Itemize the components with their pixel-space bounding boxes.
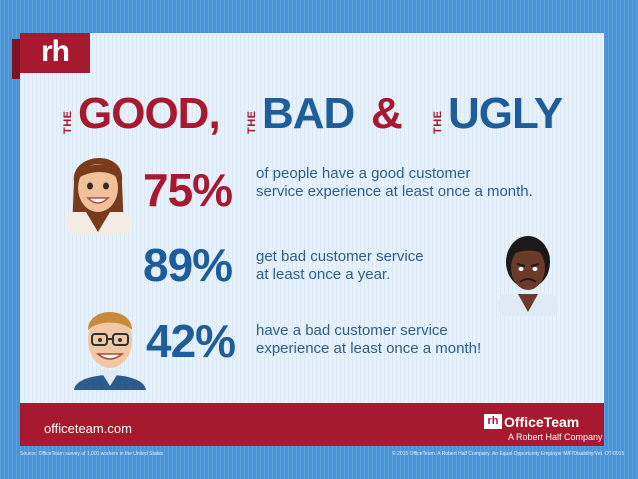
officeteam-logo-name: OfficeTeam bbox=[504, 413, 580, 430]
footer-website-link[interactable]: officeteam.com bbox=[44, 421, 132, 436]
officeteam-logo-subtitle: A Robert Half Company bbox=[508, 432, 603, 442]
rh-logo: rh bbox=[12, 33, 90, 79]
stat-ugly-line-2: experience at least once a month! bbox=[256, 340, 482, 357]
stat-bad-line-1: get bad customer service bbox=[256, 248, 424, 265]
stat-good-line-2: service experience at least once a month… bbox=[256, 183, 533, 200]
officeteam-logo-mark: rh bbox=[484, 414, 502, 430]
headline-the-2: THE bbox=[246, 110, 258, 135]
stat-good-text: of people have a good customer service e… bbox=[256, 165, 533, 201]
stat-ugly-line-1: have a bad customer service bbox=[256, 322, 448, 339]
headline-the-1: THE bbox=[62, 110, 74, 135]
man-glasses-icon bbox=[74, 312, 146, 390]
headline-the-3: THE bbox=[432, 110, 444, 135]
headline-bad: BAD bbox=[262, 89, 355, 138]
source-note: Source: OfficeTeam survey of 1,001 worke… bbox=[20, 451, 164, 457]
stat-good-line-1: of people have a good customer bbox=[256, 165, 471, 182]
stat-good-percent: 75% bbox=[143, 164, 233, 216]
stat-ugly-text: have a bad customer service experience a… bbox=[256, 322, 481, 358]
headline-good: GOOD, bbox=[78, 89, 221, 138]
headline-ugly: UGLY bbox=[448, 89, 563, 138]
stat-bad-percent: 89% bbox=[143, 239, 233, 291]
stat-ugly-percent: 42% bbox=[146, 315, 236, 367]
footer-bar bbox=[20, 403, 604, 446]
woman-smiling-icon bbox=[66, 157, 130, 234]
woman-frowning-icon bbox=[498, 236, 558, 316]
stat-bad-text: get bad customer service at least once a… bbox=[256, 248, 424, 284]
copyright-note: © 2015 OfficeTeam. A Robert Half Company… bbox=[392, 451, 625, 457]
officeteam-logo: rh OfficeTeam A Robert Half Company bbox=[484, 413, 603, 442]
stat-bad-line-2: at least once a year. bbox=[256, 266, 391, 283]
headline-ampersand: & bbox=[371, 89, 403, 138]
